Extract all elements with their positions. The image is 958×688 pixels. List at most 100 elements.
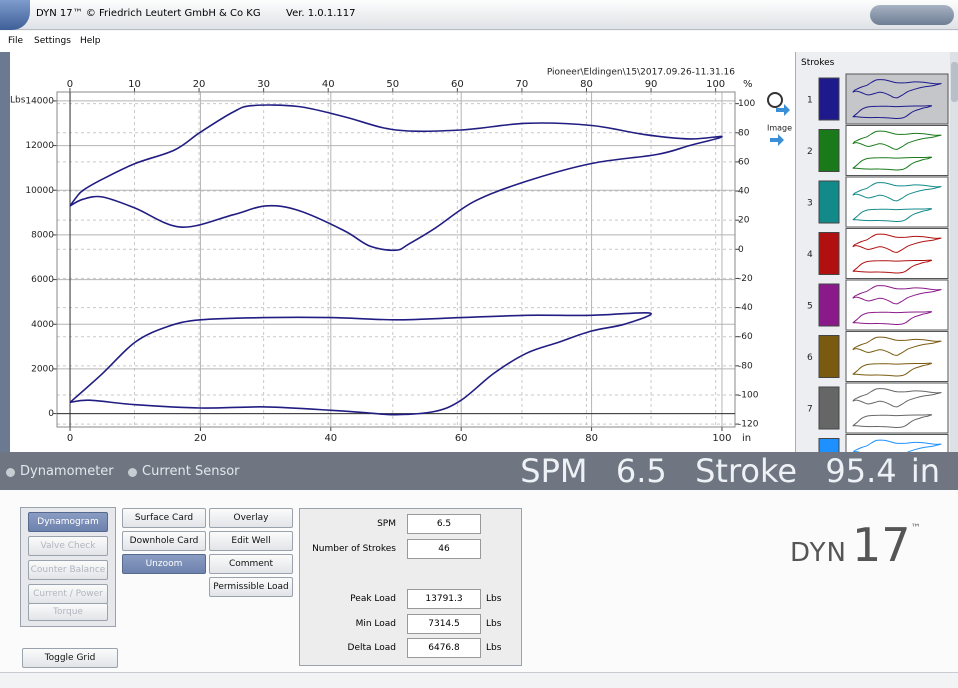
stroke-thumb[interactable] (845, 279, 949, 331)
x2-tick-label: 30 (257, 79, 270, 90)
stroke-swatch (818, 77, 840, 121)
stroke-thumb[interactable] (845, 228, 949, 279)
x2-tick-label: 80 (580, 79, 593, 90)
card-curve (852, 105, 933, 120)
reading-value: 13791.3 (407, 589, 481, 609)
stroke-swatch (818, 386, 840, 430)
y2-tick-label: -40 (738, 303, 753, 313)
stroke-swatch (818, 232, 840, 275)
mode-button[interactable]: Dynamogram (28, 512, 108, 532)
radio[interactable] (128, 468, 137, 477)
stroke-number: 3 (807, 199, 813, 209)
mode-button[interactable]: Torque (28, 603, 108, 621)
y-tick-label: 12000 (25, 141, 54, 151)
chart-caption: Pioneer\Eldingen\15\2017.09.26-11.31.16 (547, 68, 735, 78)
stroke-swatch (818, 283, 840, 327)
y-tick-label: 8000 (31, 230, 54, 240)
x2-tick-label: 60 (451, 79, 464, 90)
stroke-number: 1 (807, 96, 813, 106)
card-curve (852, 259, 933, 274)
sensor-option[interactable]: Current Sensor (142, 464, 240, 479)
card-curve (69, 104, 723, 252)
y2-tick-label: -80 (738, 361, 753, 371)
y2-tick-label: 80 (738, 128, 750, 138)
action-button[interactable]: Permissible Load (209, 577, 293, 597)
window-controls[interactable] (870, 5, 954, 25)
card-curve (852, 362, 933, 377)
scrollbar[interactable] (950, 52, 958, 452)
stroke-swatch (818, 129, 840, 172)
chart-background (10, 52, 795, 452)
reading-unit: Lbs (486, 619, 502, 629)
scroll-thumb[interactable] (951, 62, 958, 102)
stroke-thumb[interactable] (845, 73, 949, 125)
strokes-title: Strokes (801, 58, 835, 68)
stroke-thumb[interactable] (845, 331, 949, 382)
stroke-unit: in (910, 452, 940, 490)
menu-item[interactable]: File (8, 36, 24, 46)
y2-tick-label: -100 (738, 390, 759, 400)
left-frame (0, 52, 10, 452)
reading-unit: Lbs (486, 594, 502, 604)
x2-tick-label: 90 (645, 79, 658, 90)
action-button[interactable]: Comment (209, 554, 293, 574)
card-curve (852, 388, 942, 408)
logo: DYN 17™ (790, 518, 921, 572)
card-curve (852, 233, 942, 253)
card-curve (852, 285, 942, 305)
x2-tick-label: 100 (706, 79, 725, 90)
action-button[interactable]: Unzoom (122, 554, 206, 574)
control-area: Dynamogram Valve Check Counter Balance C… (0, 490, 958, 688)
card-curve (852, 130, 942, 150)
menu-bar: File Settings Help (0, 31, 958, 52)
status-readout: SPM 6.5 Stroke 95.4 in (520, 452, 940, 490)
x-tick-label: 40 (324, 433, 337, 444)
card-curve (852, 439, 942, 452)
mode-button[interactable]: Current / Power (28, 584, 108, 604)
stroke-thumb[interactable] (845, 176, 949, 228)
action-button[interactable]: Surface Card (122, 508, 206, 528)
x-tick-label: 20 (194, 433, 207, 444)
y2-tick-label: 60 (738, 157, 750, 167)
stroke-number: 7 (807, 405, 813, 415)
reading-label: Peak Load (350, 594, 396, 604)
stroke-swatch (818, 438, 840, 452)
x2-tick-label: 40 (322, 79, 335, 90)
y2-tick-label: -120 (738, 420, 759, 430)
y-tick-label: 6000 (31, 275, 54, 285)
window-title: DYN 17™ © Friedrich Leutert GmbH & Co KG (36, 8, 261, 19)
mode-button[interactable]: Valve Check (28, 536, 108, 556)
card-curve (69, 311, 652, 416)
stroke-thumb[interactable] (845, 382, 949, 434)
x2-axis-label: % (743, 79, 753, 90)
sensor-option[interactable]: Dynamometer (20, 464, 114, 479)
status-bar: Dynamometer Current Sensor SPM 6.5 Strok… (0, 452, 958, 490)
reading-value: 6476.8 (407, 638, 481, 658)
stroke-thumb[interactable] (845, 125, 949, 176)
y-tick-label: 0 (48, 409, 54, 419)
y2-tick-label: 40 (738, 187, 750, 197)
card-curve (852, 79, 942, 99)
y2-tick-label: -20 (738, 274, 753, 284)
radio[interactable] (6, 468, 15, 477)
action-button[interactable]: Overlay (209, 508, 293, 528)
stroke-swatch (818, 335, 840, 378)
y-tick-label: 10000 (25, 186, 54, 196)
card-curve (852, 414, 933, 429)
menu-item[interactable]: Help (80, 36, 101, 46)
action-button[interactable]: Toggle Grid (22, 648, 118, 668)
x2-tick-label: 50 (386, 79, 399, 90)
mode-button[interactable]: Counter Balance (28, 560, 108, 580)
card-curve (852, 311, 933, 326)
image-button[interactable]: Image (767, 124, 792, 133)
action-button[interactable]: Downhole Card (122, 531, 206, 551)
footer (0, 672, 958, 688)
stroke-value: 95.4 (825, 452, 897, 490)
reading-label: Min Load (355, 619, 396, 629)
menu-item[interactable]: Settings (34, 36, 71, 46)
zoom-icon[interactable] (767, 92, 790, 116)
card-curve (852, 208, 933, 223)
image-icon (770, 134, 784, 146)
card-curve (852, 182, 942, 202)
action-button[interactable]: Edit Well (209, 531, 293, 551)
